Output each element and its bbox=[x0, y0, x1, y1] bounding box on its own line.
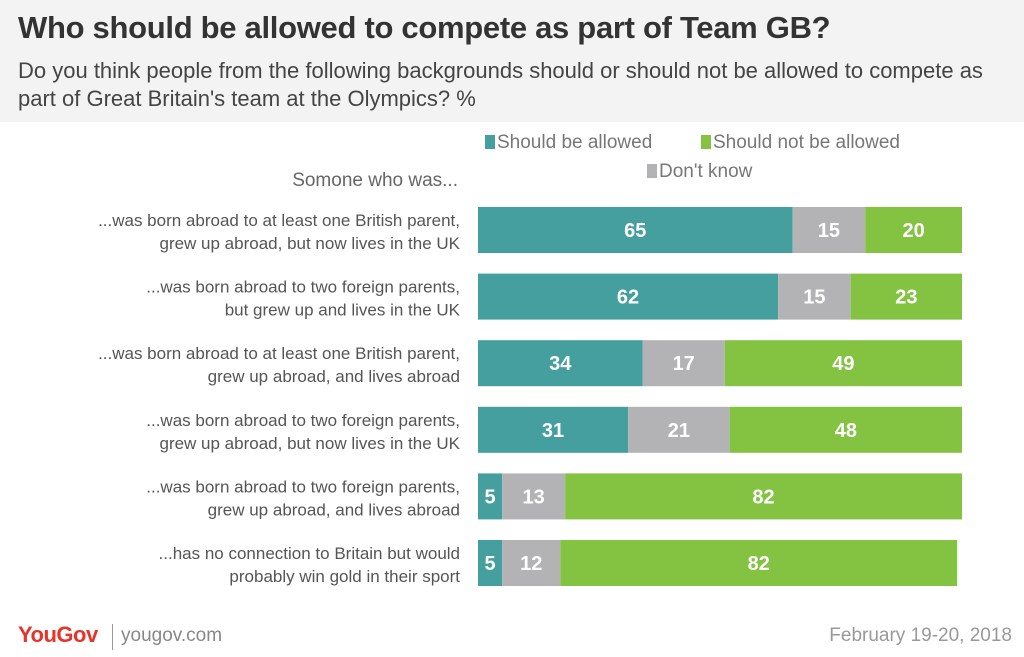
bar-1-2 bbox=[850, 273, 962, 320]
category-label-2-0: ...was born abroad to at least one Briti… bbox=[98, 344, 460, 363]
data-label-2-1: 17 bbox=[673, 353, 695, 375]
category-label-5-0: ...has no connection to Britain but woul… bbox=[159, 544, 460, 563]
data-label-3-2: 48 bbox=[835, 420, 857, 442]
legend-swatch-2 bbox=[701, 135, 711, 149]
data-label-4-1: 13 bbox=[523, 486, 545, 508]
column-header: Somone who was... bbox=[292, 170, 458, 191]
header-band: Who should be allowed to compete as part… bbox=[0, 0, 1024, 122]
bar-2-0 bbox=[478, 340, 643, 387]
category-label-2-1: grew up abroad, and lives abroad bbox=[208, 367, 460, 386]
category-label-4-0: ...was born abroad to two foreign parent… bbox=[146, 477, 460, 496]
bar-2-1 bbox=[642, 340, 725, 387]
legend-label-2: Should not be allowed bbox=[713, 132, 900, 153]
category-label-0-0: ...was born abroad to at least one Briti… bbox=[98, 211, 460, 230]
bar-5-0 bbox=[478, 540, 503, 586]
bar-0-0 bbox=[478, 207, 793, 253]
bar-3-1 bbox=[628, 406, 730, 453]
category-label-1-1: but grew up and lives in the UK bbox=[225, 301, 461, 320]
bar-2-2 bbox=[724, 340, 962, 387]
legend-label-1: Don't know bbox=[659, 161, 753, 182]
bar-0-2 bbox=[865, 207, 962, 253]
data-label-4-0: 5 bbox=[485, 486, 496, 508]
footer-divider bbox=[112, 624, 113, 650]
data-label-0-0: 65 bbox=[624, 220, 646, 242]
bar-5-2 bbox=[560, 540, 958, 586]
data-label-3-1: 21 bbox=[668, 420, 690, 442]
bar-4-0 bbox=[478, 473, 503, 520]
legend-swatch-0 bbox=[485, 135, 495, 149]
data-label-5-1: 12 bbox=[520, 553, 542, 575]
category-label-4-1: grew up abroad, and lives abroad bbox=[208, 500, 460, 519]
data-label-1-1: 15 bbox=[803, 287, 825, 309]
bar-3-2 bbox=[729, 406, 962, 453]
category-label-3-1: grew up abroad, but now lives in the UK bbox=[159, 434, 460, 453]
chart-subtitle: Do you think people from the following b… bbox=[18, 58, 983, 111]
data-label-1-2: 23 bbox=[895, 287, 917, 309]
footer-date: February 19-20, 2018 bbox=[829, 625, 1012, 646]
bar-1-1 bbox=[778, 273, 851, 320]
legend-label-0: Should be allowed bbox=[497, 132, 652, 153]
category-label-3-0: ...was born abroad to two foreign parent… bbox=[146, 411, 460, 430]
chart-title: Who should be allowed to compete as part… bbox=[18, 10, 831, 45]
data-label-0-2: 20 bbox=[902, 220, 924, 242]
data-label-5-0: 5 bbox=[485, 553, 496, 575]
bar-4-1 bbox=[502, 473, 566, 520]
bar-4-2 bbox=[565, 473, 962, 520]
footer-website: yougov.com bbox=[121, 625, 223, 646]
data-label-0-1: 15 bbox=[818, 220, 840, 242]
data-label-4-2: 82 bbox=[752, 486, 774, 508]
bar-1-0 bbox=[478, 273, 779, 320]
stacked-bar-chart: Somone who was... Should be allowed Should… bbox=[98, 132, 962, 586]
data-label-1-0: 62 bbox=[617, 287, 639, 309]
data-label-2-2: 49 bbox=[832, 353, 854, 375]
category-label-5-1: probably win gold in their sport bbox=[229, 567, 460, 586]
yougov-logo: YouGov bbox=[18, 622, 98, 647]
bar-3-0 bbox=[478, 406, 629, 453]
data-label-3-0: 31 bbox=[542, 420, 564, 442]
data-label-5-2: 82 bbox=[748, 553, 770, 575]
data-label-2-0: 34 bbox=[549, 353, 572, 375]
legend-swatch-1 bbox=[647, 164, 657, 178]
category-label-1-0: ...was born abroad to two foreign parent… bbox=[146, 278, 460, 297]
category-label-0-1: grew up abroad, but now lives in the UK bbox=[159, 234, 460, 253]
bar-5-1 bbox=[502, 540, 561, 586]
bar-0-1 bbox=[792, 207, 866, 253]
